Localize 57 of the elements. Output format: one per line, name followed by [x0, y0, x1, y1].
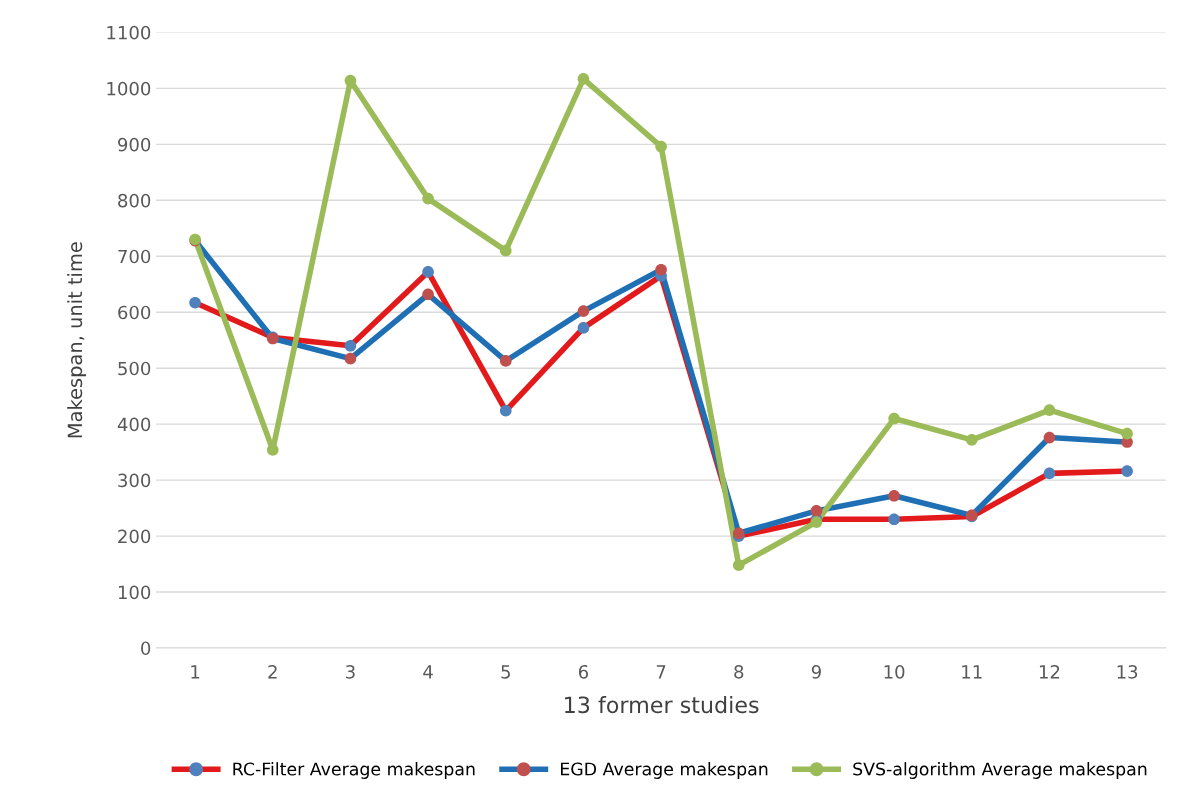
y-tick-label: 500 [118, 361, 151, 376]
legend-label: SVS-algorithm Average makespan [853, 762, 1147, 779]
y-tick-label: 700 [118, 249, 151, 264]
point [189, 296, 201, 309]
x-tick-label: 11 [962, 665, 982, 679]
y-tick-label: 200 [118, 529, 151, 544]
x-tick-label: 4 [423, 665, 433, 679]
point [266, 444, 279, 456]
point [499, 355, 512, 367]
point [655, 263, 667, 276]
y-tick-label: 900 [118, 137, 151, 152]
y-tick-label: 100 [118, 585, 151, 600]
point [344, 339, 357, 352]
y-tick-label: 600 [118, 305, 151, 320]
x-tick-label: 2 [268, 664, 277, 679]
point [422, 288, 434, 301]
y-axis-title: Makespan, unit time [67, 242, 86, 438]
point [422, 266, 434, 278]
point [577, 322, 590, 334]
point [499, 244, 512, 257]
y-tick-label: 800 [118, 193, 151, 208]
point [888, 513, 900, 526]
y-tick-label: 400 [117, 417, 151, 432]
x-axis-title: 13 former studies [565, 696, 759, 714]
point [965, 434, 978, 446]
y-tick-label: 1000 [107, 81, 151, 96]
point [1121, 465, 1133, 477]
point [499, 404, 512, 417]
point [1121, 427, 1133, 440]
x-tick-label: 6 [578, 664, 589, 679]
point [888, 412, 900, 425]
x-tick-label: 7 [656, 665, 666, 679]
y-tick-label: 1100 [107, 25, 151, 40]
point [810, 505, 823, 517]
x-tick-label: 13 [1117, 664, 1138, 679]
point [732, 559, 745, 571]
point [344, 352, 357, 365]
point [577, 305, 590, 317]
point [655, 140, 667, 153]
x-tick-label: 5 [501, 665, 510, 679]
legend-label: EGD Average makespan [561, 762, 768, 779]
x-tick-label: 9 [811, 664, 821, 679]
y-tick-label: 300 [118, 473, 151, 488]
x-tick-label: 10 [884, 664, 905, 679]
point [422, 192, 434, 205]
point [344, 74, 357, 87]
point [1043, 431, 1056, 444]
point [1043, 467, 1056, 480]
point [577, 73, 590, 85]
point [888, 489, 900, 502]
x-tick-label: 1 [191, 665, 200, 679]
x-tick-label: 12 [1039, 664, 1060, 679]
legend-label: RC-Filter Average makespan [233, 762, 475, 779]
x-tick-label: 3 [346, 664, 355, 679]
x-tick-label: 8 [734, 664, 744, 679]
point [1043, 404, 1056, 416]
y-tick-label: 0 [141, 641, 151, 656]
